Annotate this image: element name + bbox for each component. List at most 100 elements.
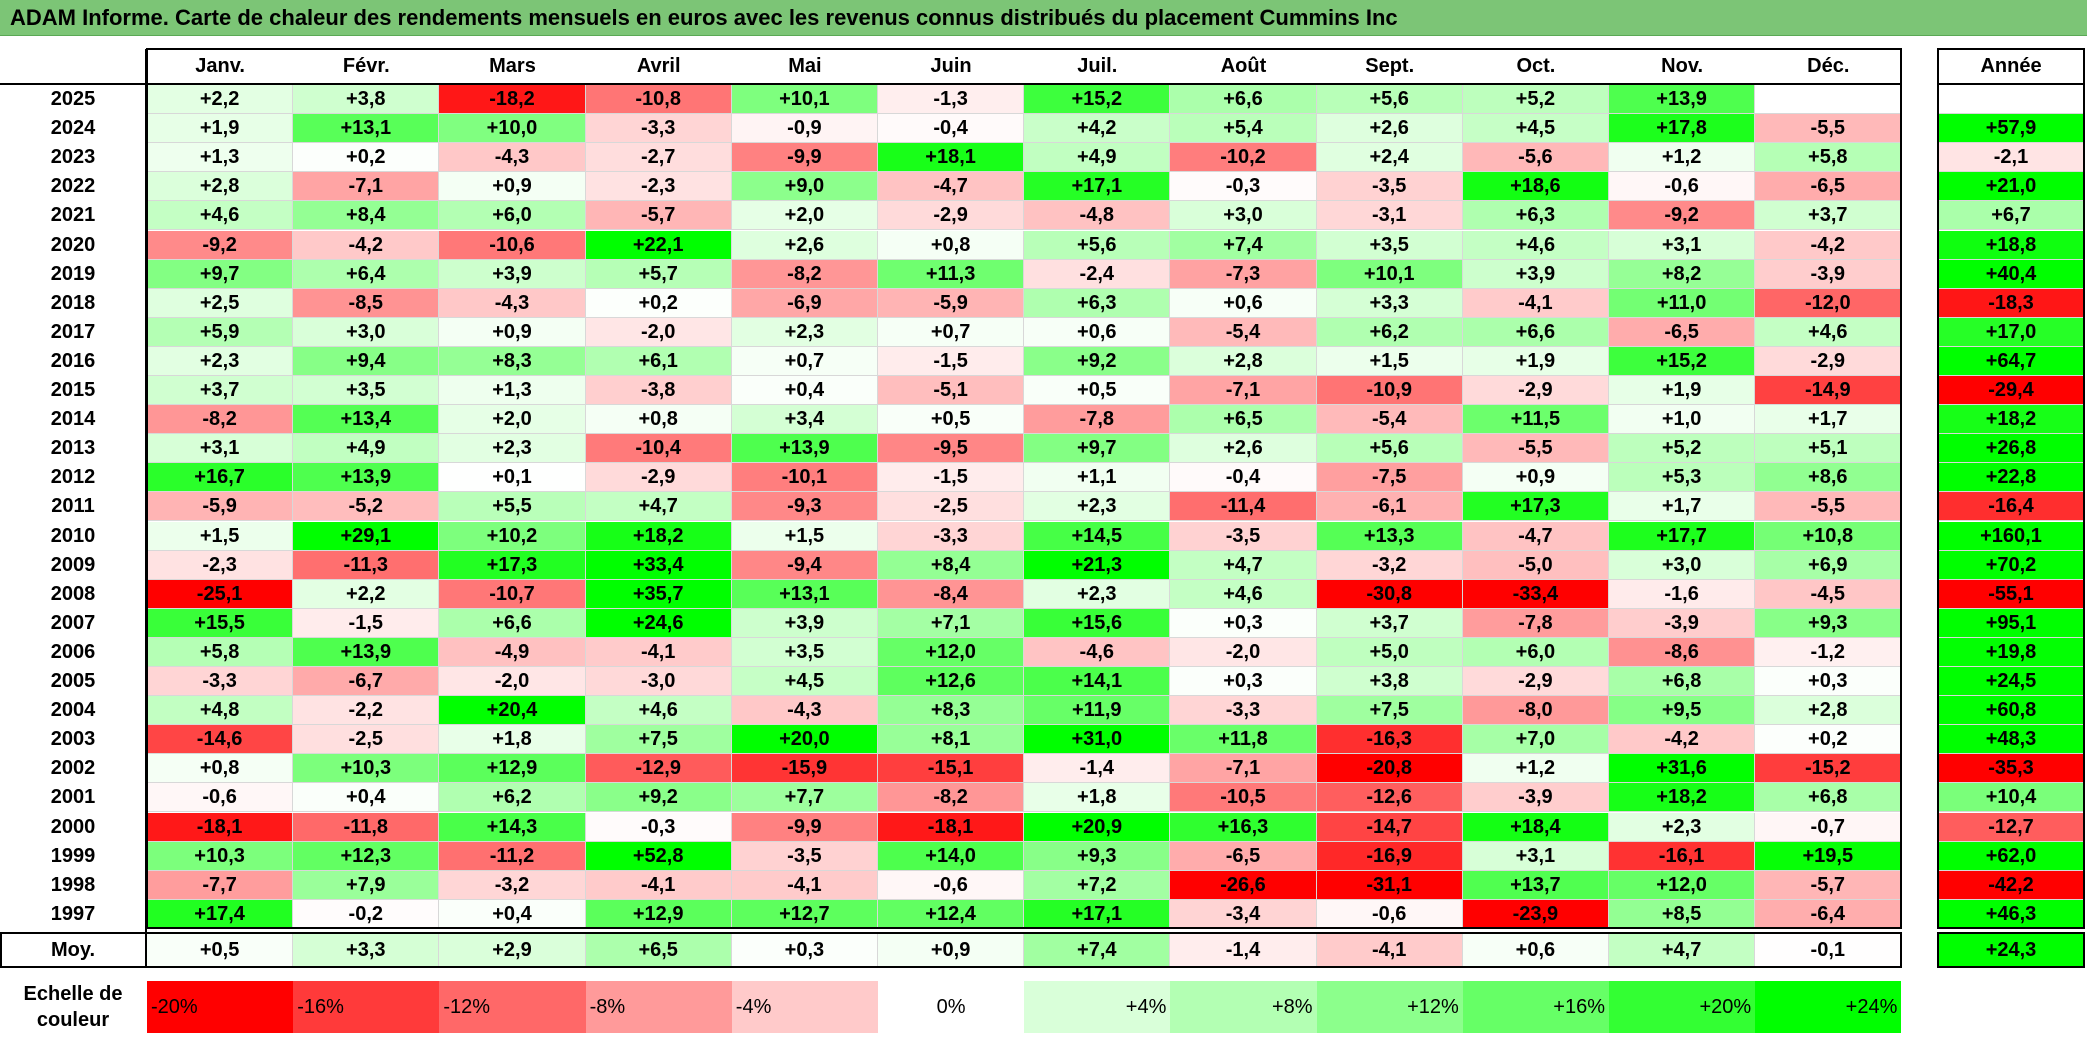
heatmap-cell: +7,1 <box>878 608 1025 638</box>
month-header: Mai <box>788 55 822 77</box>
heatmap-cell: -18,1 <box>878 812 1025 842</box>
heatmap-cell: +12,7 <box>731 899 878 929</box>
heatmap-cell: +3,7 <box>1316 608 1463 638</box>
annual-cell: +17,0 <box>1938 317 2084 347</box>
year-label: 2023 <box>50 146 96 169</box>
heatmap-cell: +8,5 <box>1609 899 1756 929</box>
heatmap-cell: +2,3 <box>147 346 294 376</box>
heatmap-cell: -3,0 <box>585 667 732 697</box>
heatmap-cell: +3,8 <box>293 85 440 115</box>
heatmap-cell: +4,6 <box>147 201 294 231</box>
heatmap-cell: -4,5 <box>1755 579 1902 609</box>
year-label: 1997 <box>50 902 96 925</box>
heatmap-cell: -2,9 <box>585 463 732 493</box>
heatmap-cell: +11,8 <box>1170 725 1317 755</box>
heatmap-cell: -2,0 <box>585 317 732 347</box>
heatmap-cell: -33,4 <box>1462 579 1609 609</box>
heatmap-cell: +5,1 <box>1755 434 1902 464</box>
heatmap-cell: +0,7 <box>878 317 1025 347</box>
average-cell: -4,1 <box>1316 932 1463 967</box>
heatmap-cell: -0,6 <box>1316 899 1463 929</box>
header-divider <box>0 83 1902 85</box>
heatmap-cell: -6,7 <box>293 667 440 697</box>
heatmap-cell: -0,7 <box>1755 812 1902 842</box>
heatmap-cell: -2,9 <box>1755 346 1902 376</box>
heatmap-cell: +0,3 <box>1755 667 1902 697</box>
heatmap-cell: +4,9 <box>1024 143 1171 173</box>
heatmap-cell: +6,3 <box>1024 288 1171 318</box>
heatmap-cell: -6,5 <box>1755 172 1902 202</box>
heatmap-cell: +2,4 <box>1316 143 1463 173</box>
scale-swatch: +12% <box>1316 981 1463 1033</box>
heatmap-cell: +6,4 <box>293 259 440 289</box>
annual-cell: +6,7 <box>1938 201 2084 231</box>
heatmap-cell: +1,5 <box>731 521 878 551</box>
heatmap-cell: +33,4 <box>585 550 732 580</box>
heatmap-cell: +3,9 <box>731 608 878 638</box>
heatmap-cell: +31,0 <box>1024 725 1171 755</box>
month-header: Janv. <box>195 55 245 77</box>
heatmap-cell: +10,0 <box>439 114 586 144</box>
heatmap-cell: -16,1 <box>1609 841 1756 871</box>
heatmap-cell: +2,3 <box>1024 579 1171 609</box>
heatmap-cell: -11,8 <box>293 812 440 842</box>
heatmap-cell: +3,0 <box>1170 201 1317 231</box>
heatmap-cell: +2,3 <box>731 317 878 347</box>
heatmap-cell: +4,9 <box>293 434 440 464</box>
heatmap-cell: +9,3 <box>1024 841 1171 871</box>
heatmap-cell: -8,2 <box>878 783 1025 813</box>
year-label: 1999 <box>50 844 96 867</box>
heatmap-cell: -3,5 <box>1316 172 1463 202</box>
heatmap-cell: +7,4 <box>1170 230 1317 260</box>
year-label: 2009 <box>50 553 96 576</box>
year-label: 2001 <box>50 786 96 809</box>
heatmap-cell: +6,3 <box>1462 201 1609 231</box>
heatmap-cell: +9,7 <box>147 259 294 289</box>
heatmap-cell: +5,6 <box>1316 85 1463 115</box>
heatmap-cell: -25,1 <box>147 579 294 609</box>
heatmap-cell <box>1755 85 1902 115</box>
heatmap-cell: -18,1 <box>147 812 294 842</box>
heatmap-cell: +6,5 <box>1170 405 1317 435</box>
annual-cell: -12,7 <box>1938 812 2084 842</box>
heatmap-cell: -4,2 <box>1755 230 1902 260</box>
heatmap-cell: -8,5 <box>293 288 440 318</box>
heatmap-cell: +5,4 <box>1170 114 1317 144</box>
heatmap-cell: -0,3 <box>1170 172 1317 202</box>
heatmap-cell: +0,8 <box>147 754 294 784</box>
heatmap-cell: -1,5 <box>293 608 440 638</box>
heatmap-cell: +4,6 <box>1462 230 1609 260</box>
heatmap-cell: -4,3 <box>731 696 878 726</box>
chart-title: ADAM Informe. Carte de chaleur des rende… <box>0 0 2087 36</box>
scale-swatch: -12% <box>439 981 586 1033</box>
month-header: Oct. <box>1516 55 1556 77</box>
heatmap-cell: +8,3 <box>439 346 586 376</box>
heatmap-cell: -3,3 <box>585 114 732 144</box>
month-header: Avril <box>636 55 681 77</box>
heatmap-cell: -2,3 <box>585 172 732 202</box>
heatmap-cell: +6,2 <box>1316 317 1463 347</box>
heatmap-cell: +3,8 <box>1316 667 1463 697</box>
heatmap-cell: +1,3 <box>439 376 586 406</box>
heatmap-cell: -4,1 <box>1462 288 1609 318</box>
heatmap-cell: -4,3 <box>439 288 586 318</box>
heatmap-cell: +3,5 <box>293 376 440 406</box>
heatmap-cell: -7,5 <box>1316 463 1463 493</box>
heatmap-cell: -26,6 <box>1170 870 1317 900</box>
heatmap-cell: -2,4 <box>1024 259 1171 289</box>
heatmap-cell: +0,5 <box>878 405 1025 435</box>
heatmap-cell: +16,7 <box>147 463 294 493</box>
scale-swatch: +16% <box>1462 981 1609 1033</box>
heatmap-cell: +0,1 <box>439 463 586 493</box>
heatmap-cell: +0,3 <box>1170 667 1317 697</box>
heatmap-cell: +1,8 <box>439 725 586 755</box>
heatmap-cell: -0,6 <box>147 783 294 813</box>
heatmap-cell: +9,0 <box>731 172 878 202</box>
heatmap-cell: -10,1 <box>731 463 878 493</box>
annual-cell: -2,1 <box>1938 143 2084 173</box>
heatmap-cell: -5,7 <box>585 201 732 231</box>
heatmap-cell: +29,1 <box>293 521 440 551</box>
heatmap-cell: +6,0 <box>1462 637 1609 667</box>
month-header: Mars <box>489 55 536 77</box>
heatmap-cell: +5,3 <box>1609 463 1756 493</box>
